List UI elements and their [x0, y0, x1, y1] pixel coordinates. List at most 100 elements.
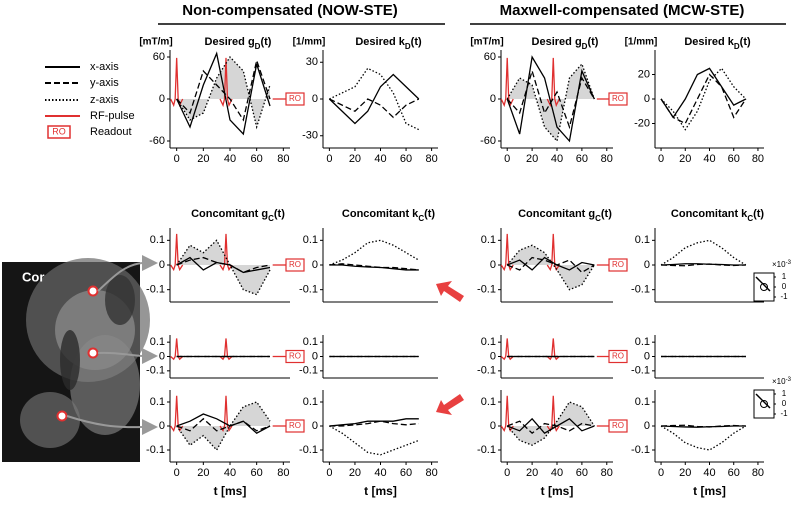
exponent-base: ×10: [772, 260, 786, 269]
panel: Desired gD(t) [mT/m] -60 0 60 0 20 40 60 80 RO: [139, 36, 305, 165]
panel-title: Desired kD(t): [684, 36, 751, 51]
inset-tick-label: 1: [782, 272, 787, 281]
readout-box: [608, 349, 628, 364]
x-tick-label: 20: [526, 467, 538, 479]
x-tick-label: 40: [703, 153, 715, 165]
readout-box: [285, 419, 305, 433]
x-tick-label: 40: [551, 467, 563, 479]
data-line: [329, 98, 420, 119]
readout-label: RO: [612, 421, 624, 430]
y-tick-label: -0.1: [477, 444, 496, 456]
y-tick-label: 0: [312, 93, 318, 105]
readout-label: RO: [612, 352, 624, 361]
data-line: [660, 239, 747, 266]
y-tick-label: 0: [490, 259, 496, 271]
data-line: [660, 73, 747, 125]
y-tick-label: 0: [312, 420, 318, 432]
inset-tick-label: -1: [780, 409, 788, 418]
data-line: [176, 256, 271, 274]
y-tick-label: 0: [159, 420, 165, 432]
y-tick-label: 60: [484, 51, 496, 63]
y-tick-label: -0.1: [299, 444, 318, 456]
data-line: [506, 244, 595, 291]
title-text: Concomitant g: [518, 208, 595, 220]
panel: -0.1 0 0.1: [631, 335, 764, 379]
panel: -0.1 0 0.1 0 20 40 60 80 t [ms] RO: [477, 390, 628, 498]
rf-pulse: [546, 57, 560, 108]
readout-label: RO: [289, 352, 301, 361]
y-tick-label: -0.1: [477, 284, 496, 296]
x-tick-label: 0: [504, 467, 510, 479]
data-line: [660, 67, 747, 119]
data-line: [176, 413, 271, 434]
title-text: (t): [260, 36, 271, 48]
data-line: [329, 418, 419, 427]
panel-title: Desired gD(t): [205, 36, 272, 51]
x-tick-label: 60: [251, 153, 263, 165]
panel: -0.1 0 0.1: [299, 335, 438, 379]
title-text: Desired k: [684, 36, 734, 48]
y-tick-label: 0: [644, 420, 650, 432]
y-tick-label: -0.1: [146, 444, 165, 456]
inset-tick-label: -1: [780, 292, 788, 301]
title-subscript: C: [595, 214, 601, 223]
data-line: [661, 424, 746, 428]
x-axis-label: t [ms]: [541, 484, 574, 498]
title-text: Concomitant g: [191, 208, 268, 220]
y-tick-label: 0.1: [303, 396, 318, 408]
readout-label: RO: [612, 94, 624, 103]
y-unit: [1/mm]: [625, 37, 658, 48]
y-tick-label: 0.1: [481, 234, 496, 246]
x-tick-label: 20: [349, 153, 361, 165]
rf-pulse: [500, 338, 514, 361]
readout-label: RO: [289, 94, 301, 103]
y-tick-label: 0.1: [303, 234, 318, 246]
legend-swatch: [47, 125, 71, 139]
highlight-arrows: [436, 281, 464, 415]
x-tick-label: 40: [703, 467, 715, 479]
y-tick-label: 0: [644, 259, 650, 271]
x-axis-label: t [ms]: [364, 484, 397, 498]
legend-label: x-axis: [90, 61, 119, 73]
x-tick-label: 20: [197, 467, 209, 479]
y-tick-label: 30: [306, 56, 318, 68]
data-line: [506, 68, 595, 130]
y-tick-label: 0.1: [635, 234, 650, 246]
data-line: [176, 58, 271, 122]
title-text: Desired g: [532, 36, 582, 48]
y-tick-label: 0: [312, 259, 318, 271]
x-tick-label: 0: [326, 467, 332, 479]
rf-pulse: [170, 338, 184, 361]
y-tick-label: 0.1: [303, 336, 318, 348]
title-text: Concomitant k: [671, 208, 748, 220]
legend-label: RF-pulse: [90, 110, 135, 122]
exponent-power: -3: [786, 377, 792, 383]
panel: Desired kD(t) [1/mm] -20 0 20 0 20 40 60 80: [625, 36, 764, 165]
y-tick-label: -0.1: [631, 365, 650, 377]
title-text: Concomitant k: [342, 208, 419, 220]
x-tick-label: 0: [174, 153, 180, 165]
x-tick-label: 80: [425, 467, 437, 479]
data-line: [506, 62, 595, 143]
panel: Concomitant gC(t) -0.1 0 0.1 RO: [477, 208, 628, 303]
panel: -0.100.10 20 40 60 80t [ms]-101×10-3: [631, 377, 792, 499]
data-line: [661, 263, 746, 267]
inset-tick-label: 1: [782, 389, 787, 398]
data-line: [661, 425, 746, 428]
pointer-arrows: [66, 255, 158, 435]
x-tick-label: 0: [174, 467, 180, 479]
title-subscript: D: [734, 42, 740, 51]
readout-box: [608, 419, 628, 433]
legend-label: y-axis: [90, 77, 119, 89]
y-tick-label: -0.1: [299, 365, 318, 377]
y-tick-label: 0: [490, 420, 496, 432]
exponent-base: ×10: [772, 377, 786, 386]
rf-pulse: [500, 233, 514, 272]
rf-pulse: [219, 338, 233, 361]
y-tick-label: 0: [490, 350, 496, 362]
data-line: [176, 239, 271, 296]
rf-pulse: [170, 57, 184, 108]
data-line: [329, 425, 420, 456]
x-tick-label: 0: [658, 467, 664, 479]
